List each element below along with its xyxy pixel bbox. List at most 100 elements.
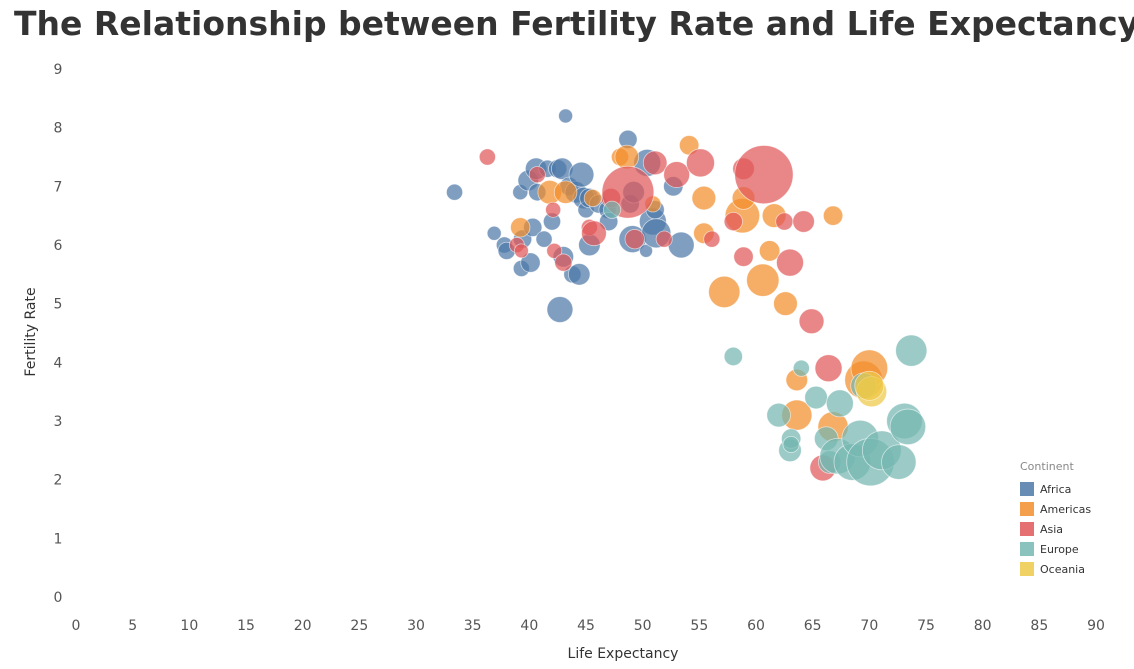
data-point-asia[interactable] (775, 212, 794, 231)
y-tick-label: 4 (54, 355, 63, 371)
y-tick-label: 0 (54, 590, 63, 606)
x-axis-label: Life Expectancy (568, 646, 679, 662)
data-point-africa[interactable] (568, 263, 591, 286)
data-point-asia[interactable] (703, 230, 721, 248)
data-point-americas[interactable] (691, 185, 717, 211)
data-point-europe[interactable] (723, 346, 743, 367)
y-tick-label: 1 (54, 531, 63, 547)
data-point-asia[interactable] (546, 242, 563, 259)
x-tick-label: 5 (128, 618, 137, 634)
chart-title: The Relationship between Fertility Rate … (14, 4, 1134, 43)
data-point-americas[interactable] (553, 180, 578, 204)
data-point-asia[interactable] (686, 148, 715, 178)
data-point-asia[interactable] (528, 166, 546, 184)
legend-item-europe[interactable]: Europe (1020, 539, 1091, 559)
data-point-europe[interactable] (889, 408, 927, 446)
data-point-europe[interactable] (782, 435, 800, 453)
legend-swatch (1020, 542, 1034, 556)
data-point-asia[interactable] (478, 148, 496, 166)
data-point-europe[interactable] (825, 389, 854, 418)
data-point-asia[interactable] (513, 243, 529, 259)
y-tick-label: 8 (54, 121, 63, 137)
data-point-asia[interactable] (814, 354, 843, 383)
data-point-asia[interactable] (723, 211, 743, 232)
x-tick-label: 60 (747, 618, 765, 634)
y-axis-label: Fertility Rate (23, 287, 39, 376)
x-tick-label: 30 (407, 618, 425, 634)
x-tick-label: 40 (520, 618, 538, 634)
data-point-americas[interactable] (822, 205, 844, 226)
data-point-asia[interactable] (545, 201, 562, 218)
legend-label: Africa (1040, 482, 1072, 496)
data-point-europe[interactable] (881, 444, 917, 480)
data-point-europe[interactable] (895, 334, 928, 367)
x-tick-label: 25 (350, 618, 368, 634)
y-tick-label: 5 (54, 297, 63, 313)
data-point-asia[interactable] (792, 210, 815, 233)
y-tick-label: 3 (54, 414, 63, 430)
data-point-africa[interactable] (568, 161, 595, 188)
legend-title: Continent (1020, 460, 1074, 473)
data-point-africa[interactable] (546, 296, 574, 323)
data-point-asia[interactable] (663, 161, 691, 188)
data-point-asia[interactable] (776, 248, 804, 277)
data-point-asia[interactable] (655, 230, 673, 248)
legend-item-africa[interactable]: Africa (1020, 479, 1091, 499)
data-point-asia[interactable] (798, 308, 825, 335)
data-point-americas[interactable] (583, 189, 602, 208)
data-point-africa[interactable] (667, 231, 695, 259)
data-point-africa[interactable] (486, 225, 502, 241)
legend: Continent Africa Americas Asia Europe Oceani… (1020, 460, 1091, 579)
data-point-americas[interactable] (708, 275, 741, 308)
legend-swatch (1020, 562, 1034, 576)
data-point-europe[interactable] (603, 200, 622, 219)
data-point-americas[interactable] (614, 144, 640, 170)
legend-swatch (1020, 482, 1034, 496)
legend-label: Asia (1040, 522, 1064, 536)
data-point-europe[interactable] (766, 402, 791, 428)
x-tick-label: 0 (72, 618, 81, 634)
x-tick-label: 85 (1030, 618, 1048, 634)
data-point-europe[interactable] (792, 359, 810, 377)
data-point-asia[interactable] (734, 145, 794, 205)
x-tick-label: 90 (1087, 618, 1105, 634)
x-tick-label: 55 (690, 618, 708, 634)
y-tick-label: 9 (54, 62, 63, 78)
data-point-africa[interactable] (520, 252, 541, 273)
data-point-asia[interactable] (581, 220, 607, 247)
x-tick-label: 20 (294, 618, 312, 634)
data-point-africa[interactable] (446, 183, 464, 201)
y-tick-label: 2 (54, 473, 63, 489)
data-point-oceania[interactable] (854, 370, 885, 401)
x-tick-label: 80 (974, 618, 992, 634)
data-point-europe[interactable] (804, 385, 828, 410)
x-tick-label: 10 (180, 618, 198, 634)
x-axis-ticks: 0 5 10 15 20 25 30 35 40 45 50 55 60 65 70 75 80 85 90 (72, 618, 1105, 634)
data-point-asia[interactable] (554, 253, 573, 272)
data-point-africa[interactable] (558, 108, 574, 124)
data-point-americas[interactable] (758, 240, 781, 262)
legend-swatch (1020, 522, 1034, 536)
y-axis-ticks: 0 1 2 3 4 5 6 7 8 9 (54, 62, 63, 606)
data-point-americas[interactable] (773, 291, 798, 316)
x-tick-label: 70 (860, 618, 878, 634)
legend-item-oceania[interactable]: Oceania (1020, 559, 1091, 579)
data-point-americas[interactable] (510, 217, 531, 238)
data-point-africa[interactable] (535, 230, 553, 248)
legend-item-asia[interactable]: Asia (1020, 519, 1091, 539)
x-tick-label: 45 (577, 618, 595, 634)
legend-label: Oceania (1040, 562, 1085, 576)
data-point-americas[interactable] (746, 263, 780, 297)
legend-item-americas[interactable]: Americas (1020, 499, 1091, 519)
data-point-asia[interactable] (642, 150, 668, 176)
legend-swatch (1020, 502, 1034, 516)
data-point-africa[interactable] (639, 243, 653, 258)
y-tick-label: 7 (54, 179, 63, 195)
data-point-asia[interactable] (624, 229, 645, 250)
data-point-asia[interactable] (733, 246, 754, 267)
legend-label: Europe (1040, 542, 1079, 556)
x-tick-label: 50 (634, 618, 652, 634)
x-tick-label: 65 (804, 618, 822, 634)
y-tick-label: 6 (54, 238, 63, 254)
